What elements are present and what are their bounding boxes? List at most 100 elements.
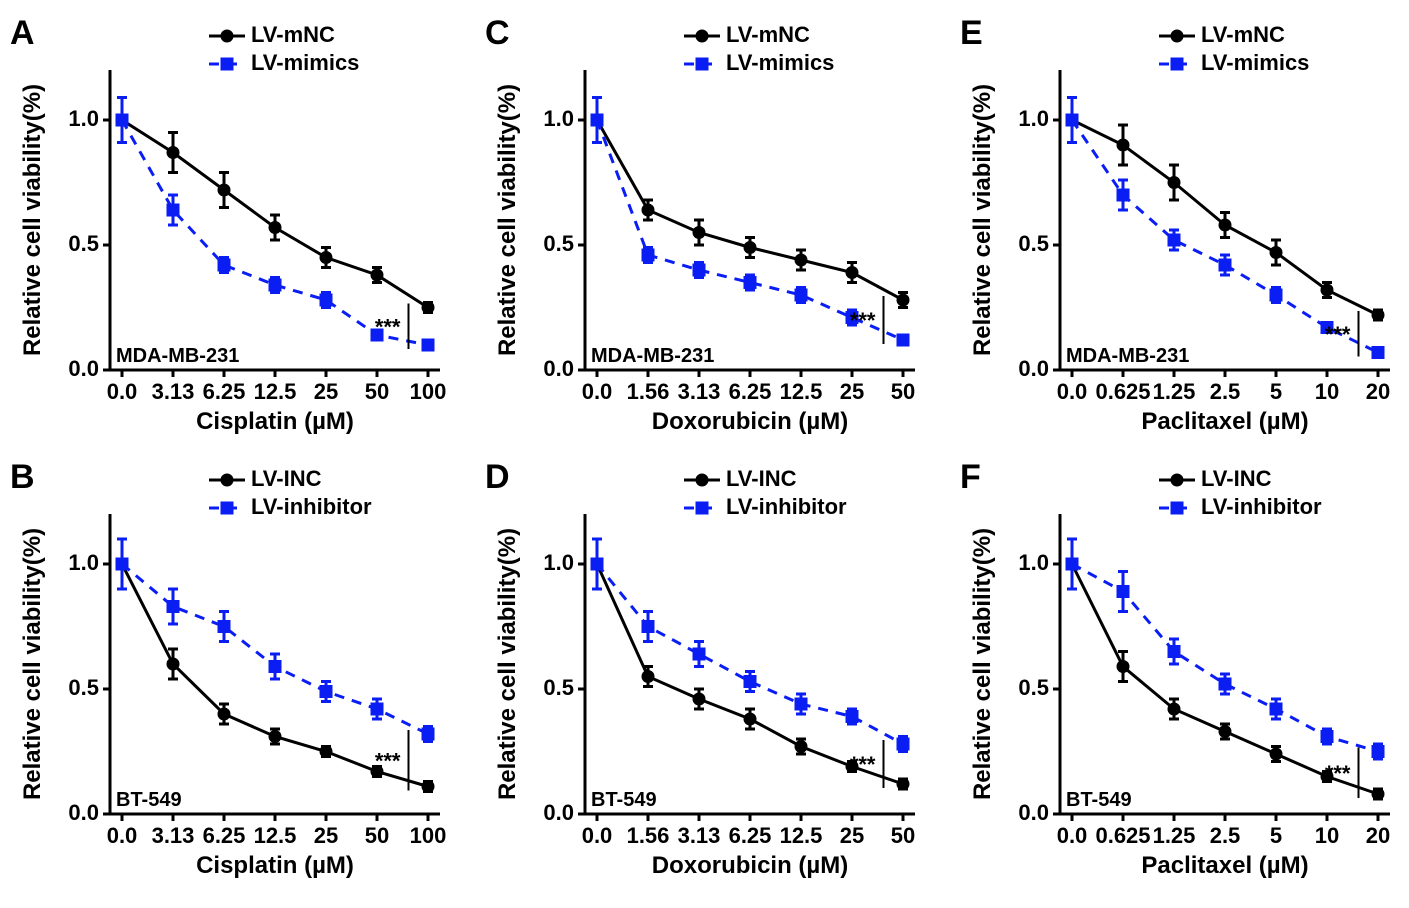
svg-text:BT-549: BT-549 bbox=[591, 789, 657, 811]
svg-text:Relative cell viability(%): Relative cell viability(%) bbox=[19, 84, 46, 356]
panel-letter: A bbox=[10, 14, 35, 53]
svg-text:Paclitaxel (µM): Paclitaxel (µM) bbox=[1141, 408, 1308, 435]
svg-text:3.13: 3.13 bbox=[678, 823, 721, 848]
svg-text:0.5: 0.5 bbox=[68, 231, 99, 256]
figure-grid: A 0.0 0.5 1.0 0.0 3.13 6.25 12.5 25 50 100 Relative… bbox=[0, 0, 1409, 908]
panel-letter: F bbox=[960, 458, 981, 497]
svg-text:2.5: 2.5 bbox=[1210, 823, 1241, 848]
svg-text:Relative cell viability(%): Relative cell viability(%) bbox=[494, 528, 521, 800]
svg-text:LV-mimics: LV-mimics bbox=[251, 50, 359, 75]
svg-text:0.0: 0.0 bbox=[543, 356, 574, 381]
svg-text:2.5: 2.5 bbox=[1210, 379, 1241, 404]
svg-text:1.0: 1.0 bbox=[68, 106, 99, 131]
svg-text:0.0: 0.0 bbox=[68, 800, 99, 825]
svg-text:0.0: 0.0 bbox=[68, 356, 99, 381]
svg-text:1.0: 1.0 bbox=[1018, 550, 1049, 575]
svg-text:***: *** bbox=[375, 314, 401, 339]
svg-text:6.25: 6.25 bbox=[203, 823, 246, 848]
svg-text:***: *** bbox=[1325, 322, 1351, 347]
svg-text:0.5: 0.5 bbox=[68, 675, 99, 700]
svg-text:25: 25 bbox=[840, 379, 864, 404]
svg-text:25: 25 bbox=[314, 823, 338, 848]
svg-text:100: 100 bbox=[410, 379, 447, 404]
svg-text:Relative cell viability(%): Relative cell viability(%) bbox=[494, 84, 521, 356]
svg-text:50: 50 bbox=[891, 823, 915, 848]
svg-text:Paclitaxel (µM): Paclitaxel (µM) bbox=[1141, 852, 1308, 879]
svg-text:25: 25 bbox=[314, 379, 338, 404]
svg-text:0.0: 0.0 bbox=[1018, 356, 1049, 381]
svg-text:***: *** bbox=[375, 748, 401, 773]
svg-text:0.0: 0.0 bbox=[582, 379, 613, 404]
panel-E: E0.00.51.00.00.6251.252.551020Relative c… bbox=[960, 10, 1409, 454]
svg-text:1.0: 1.0 bbox=[543, 550, 574, 575]
svg-text:6.25: 6.25 bbox=[203, 379, 246, 404]
svg-text:LV-mNC: LV-mNC bbox=[251, 22, 335, 47]
panel-letter: B bbox=[10, 458, 35, 497]
svg-text:0.0: 0.0 bbox=[1057, 379, 1088, 404]
svg-text:50: 50 bbox=[365, 823, 389, 848]
svg-text:MDA-MB-231: MDA-MB-231 bbox=[591, 345, 714, 367]
svg-text:***: *** bbox=[850, 308, 876, 333]
svg-text:LV-INC: LV-INC bbox=[726, 466, 797, 491]
svg-text:Cisplatin (µM): Cisplatin (µM) bbox=[196, 408, 354, 435]
svg-text:LV-mNC: LV-mNC bbox=[726, 22, 810, 47]
svg-text:10: 10 bbox=[1315, 379, 1339, 404]
svg-text:12.5: 12.5 bbox=[780, 823, 823, 848]
svg-text:25: 25 bbox=[840, 823, 864, 848]
svg-text:Doxorubicin (µM): Doxorubicin (µM) bbox=[652, 408, 848, 435]
panel-letter: D bbox=[485, 458, 510, 497]
svg-text:Relative cell viability(%): Relative cell viability(%) bbox=[969, 84, 996, 356]
svg-text:20: 20 bbox=[1366, 379, 1390, 404]
svg-text:10: 10 bbox=[1315, 823, 1339, 848]
svg-text:***: *** bbox=[850, 752, 876, 777]
svg-text:MDA-MB-231: MDA-MB-231 bbox=[116, 345, 239, 367]
svg-text:20: 20 bbox=[1366, 823, 1390, 848]
svg-text:0.0: 0.0 bbox=[107, 379, 138, 404]
svg-text:12.5: 12.5 bbox=[254, 823, 297, 848]
svg-text:Cisplatin (µM): Cisplatin (µM) bbox=[196, 852, 354, 879]
svg-text:3.13: 3.13 bbox=[152, 823, 195, 848]
svg-text:0.625: 0.625 bbox=[1095, 823, 1150, 848]
panel-letter: E bbox=[960, 14, 983, 53]
svg-text:Doxorubicin (µM): Doxorubicin (µM) bbox=[652, 852, 848, 879]
svg-text:0.0: 0.0 bbox=[107, 823, 138, 848]
svg-text:0.0: 0.0 bbox=[582, 823, 613, 848]
svg-text:0.5: 0.5 bbox=[543, 231, 574, 256]
svg-text:LV-mNC: LV-mNC bbox=[1201, 22, 1285, 47]
svg-text:1.25: 1.25 bbox=[1153, 823, 1196, 848]
svg-text:Relative cell viability(%): Relative cell viability(%) bbox=[19, 528, 46, 800]
svg-text:0.625: 0.625 bbox=[1095, 379, 1150, 404]
svg-text:0.0: 0.0 bbox=[1018, 800, 1049, 825]
svg-text:0.0: 0.0 bbox=[1057, 823, 1088, 848]
svg-text:0.0: 0.0 bbox=[543, 800, 574, 825]
svg-text:LV-inhibitor: LV-inhibitor bbox=[251, 494, 372, 519]
svg-text:0.5: 0.5 bbox=[543, 675, 574, 700]
panel-D: D 0.0 0.5 1.0 0.0 1.56 3.13 6.25 12.5 25 50 Relativ… bbox=[485, 454, 940, 898]
svg-text:1.0: 1.0 bbox=[543, 106, 574, 131]
svg-text:Relative cell viability(%): Relative cell viability(%) bbox=[969, 528, 996, 800]
svg-text:50: 50 bbox=[365, 379, 389, 404]
svg-text:100: 100 bbox=[410, 823, 447, 848]
svg-text:1.0: 1.0 bbox=[68, 550, 99, 575]
svg-text:12.5: 12.5 bbox=[780, 379, 823, 404]
svg-text:LV-mimics: LV-mimics bbox=[726, 50, 834, 75]
svg-text:LV-inhibitor: LV-inhibitor bbox=[726, 494, 847, 519]
svg-text:6.25: 6.25 bbox=[729, 823, 772, 848]
svg-text:5: 5 bbox=[1270, 379, 1282, 404]
panel-F: F 0.0 0.5 1.0 0.0 0.6251.25 2.5 5 10 20 Relative c… bbox=[960, 454, 1409, 898]
svg-text:BT-549: BT-549 bbox=[1066, 789, 1132, 811]
svg-text:12.5: 12.5 bbox=[254, 379, 297, 404]
svg-text:6.25: 6.25 bbox=[729, 379, 772, 404]
svg-text:0.5: 0.5 bbox=[1018, 231, 1049, 256]
panel-C: C0.00.51.00.01.563.136.2512.52550Relativ… bbox=[485, 10, 940, 454]
panel-A: A 0.0 0.5 1.0 0.0 3.13 6.25 12.5 25 50 100 Relative… bbox=[10, 10, 465, 454]
svg-text:LV-mimics: LV-mimics bbox=[1201, 50, 1309, 75]
svg-text:1.56: 1.56 bbox=[627, 823, 670, 848]
svg-text:3.13: 3.13 bbox=[152, 379, 195, 404]
svg-text:0.5: 0.5 bbox=[1018, 675, 1049, 700]
svg-text:LV-inhibitor: LV-inhibitor bbox=[1201, 494, 1322, 519]
svg-text:MDA-MB-231: MDA-MB-231 bbox=[1066, 345, 1189, 367]
svg-text:5: 5 bbox=[1270, 823, 1282, 848]
svg-text:1.0: 1.0 bbox=[1018, 106, 1049, 131]
svg-text:LV-INC: LV-INC bbox=[1201, 466, 1272, 491]
